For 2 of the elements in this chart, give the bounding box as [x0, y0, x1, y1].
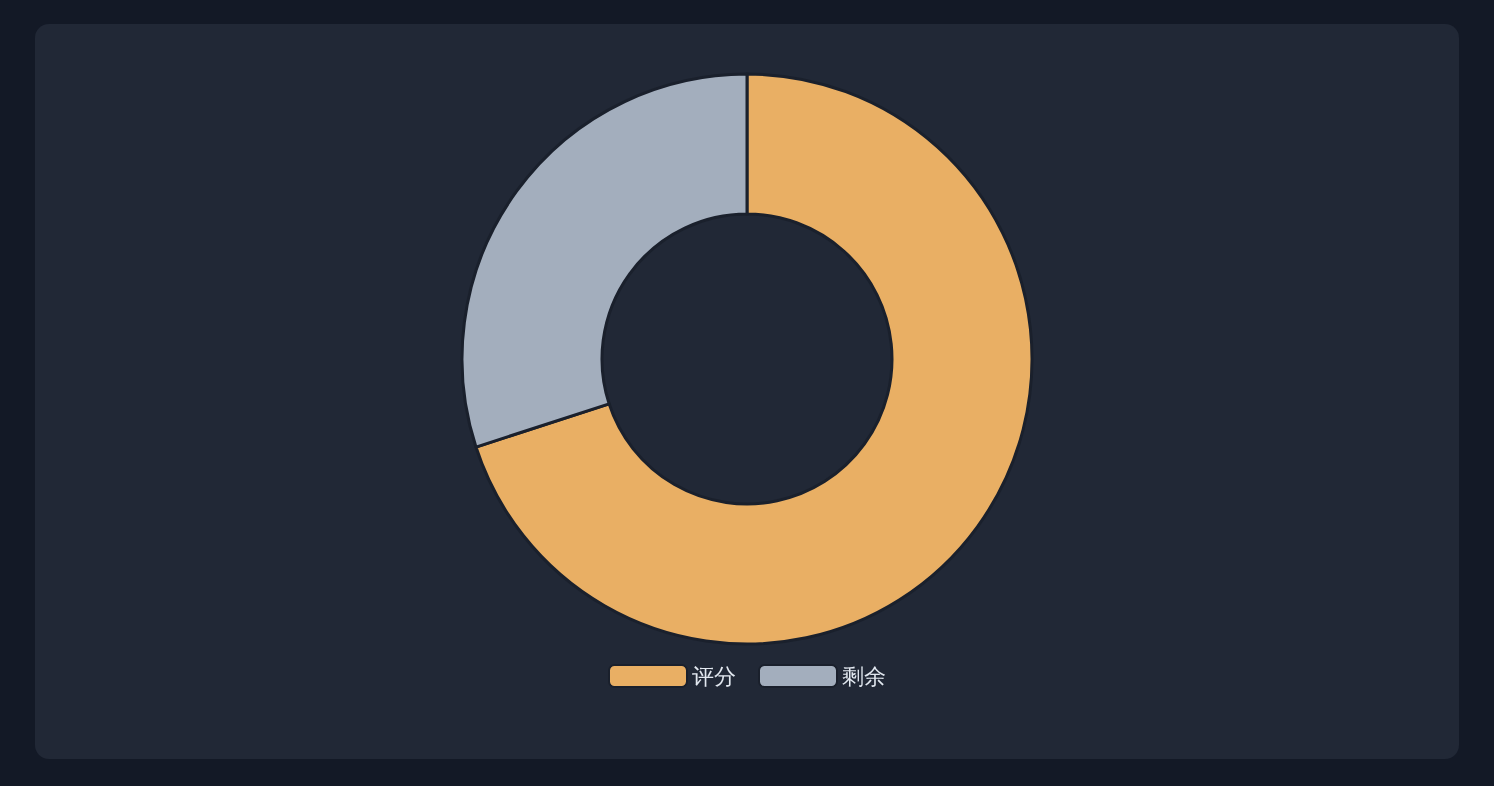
legend-label: 剩余 — [842, 663, 886, 689]
legend-label: 评分 — [692, 663, 736, 689]
